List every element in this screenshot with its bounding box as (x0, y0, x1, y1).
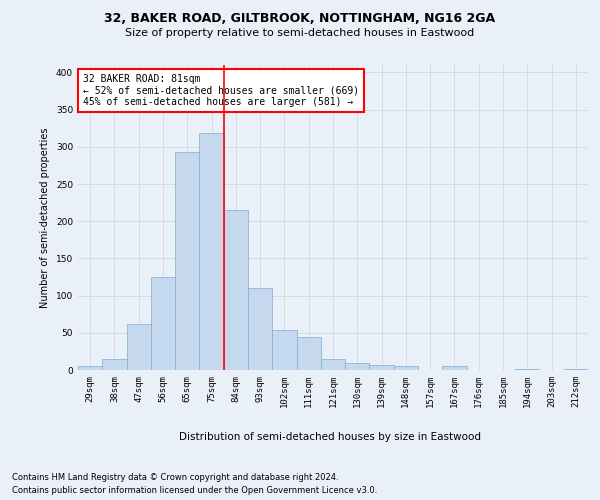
Bar (345, 362, 370, 370)
Bar (272, 330, 296, 370)
Bar (199, 134, 224, 370)
Bar (442, 366, 467, 370)
Bar (102, 359, 127, 370)
Bar (515, 368, 539, 370)
Bar (224, 210, 248, 370)
Text: Size of property relative to semi-detached houses in Eastwood: Size of property relative to semi-detach… (125, 28, 475, 38)
Bar (296, 336, 321, 370)
Text: Contains public sector information licensed under the Open Government Licence v3: Contains public sector information licen… (12, 486, 377, 495)
Y-axis label: Number of semi-detached properties: Number of semi-detached properties (40, 127, 50, 308)
Bar (321, 359, 345, 370)
Bar (78, 366, 102, 370)
Text: Contains HM Land Registry data © Crown copyright and database right 2024.: Contains HM Land Registry data © Crown c… (12, 472, 338, 482)
Text: 32 BAKER ROAD: 81sqm
← 52% of semi-detached houses are smaller (669)
45% of semi: 32 BAKER ROAD: 81sqm ← 52% of semi-detac… (83, 74, 359, 108)
Bar (564, 368, 588, 370)
Bar (175, 152, 199, 370)
Bar (151, 277, 175, 370)
Bar (248, 288, 272, 370)
Bar (370, 365, 394, 370)
Bar (127, 324, 151, 370)
Bar (394, 366, 418, 370)
Text: 32, BAKER ROAD, GILTBROOK, NOTTINGHAM, NG16 2GA: 32, BAKER ROAD, GILTBROOK, NOTTINGHAM, N… (104, 12, 496, 26)
Text: Distribution of semi-detached houses by size in Eastwood: Distribution of semi-detached houses by … (179, 432, 481, 442)
